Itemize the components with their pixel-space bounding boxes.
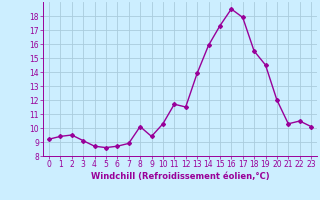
- X-axis label: Windchill (Refroidissement éolien,°C): Windchill (Refroidissement éolien,°C): [91, 172, 269, 181]
